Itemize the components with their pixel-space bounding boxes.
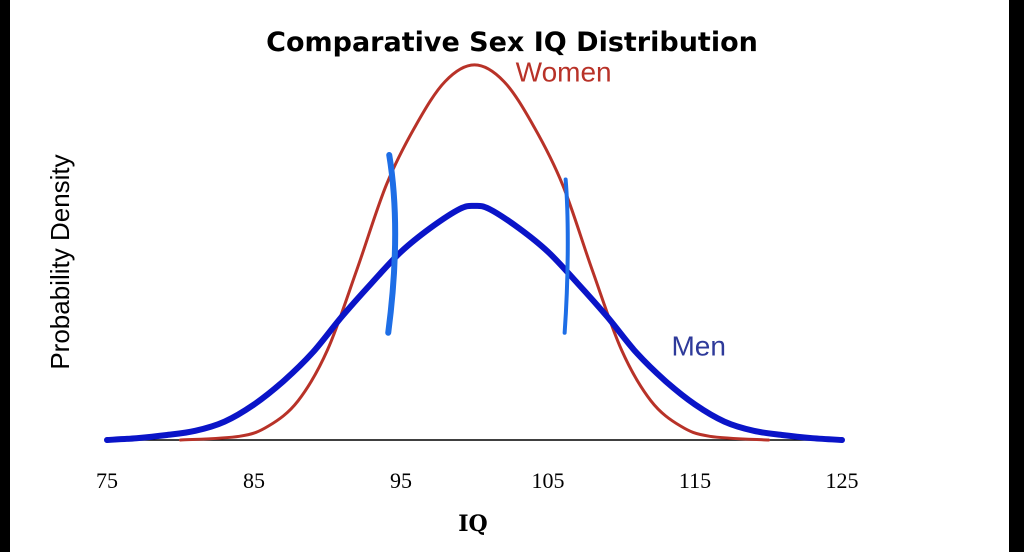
x-tick-label: 95 [390,468,412,493]
series-line-women [179,63,770,442]
series-layer: Women Men [104,56,845,443]
series-label-women: Women [516,56,612,87]
x-axis-ticks: 75 85 95 105 115 125 [96,468,859,493]
chart-title: Comparative Sex IQ Distribution [266,27,758,58]
crossing-marker [562,177,570,335]
series-line-men [104,202,845,443]
x-tick-label: 75 [96,468,118,493]
chart-panel: Comparative Sex IQ Distribution Probabil… [10,0,1009,552]
x-tick-label: 115 [679,468,711,493]
x-tick-label: 85 [243,468,265,493]
chart: Comparative Sex IQ Distribution Probabil… [45,27,859,537]
crossing-marker [385,152,399,336]
x-tick-label: 125 [826,468,859,493]
y-axis-label: Probability Density [45,154,75,369]
x-axis-label: IQ [458,511,487,537]
x-tick-label: 105 [532,468,565,493]
series-label-men: Men [671,330,725,361]
annotation-layer [385,152,570,336]
